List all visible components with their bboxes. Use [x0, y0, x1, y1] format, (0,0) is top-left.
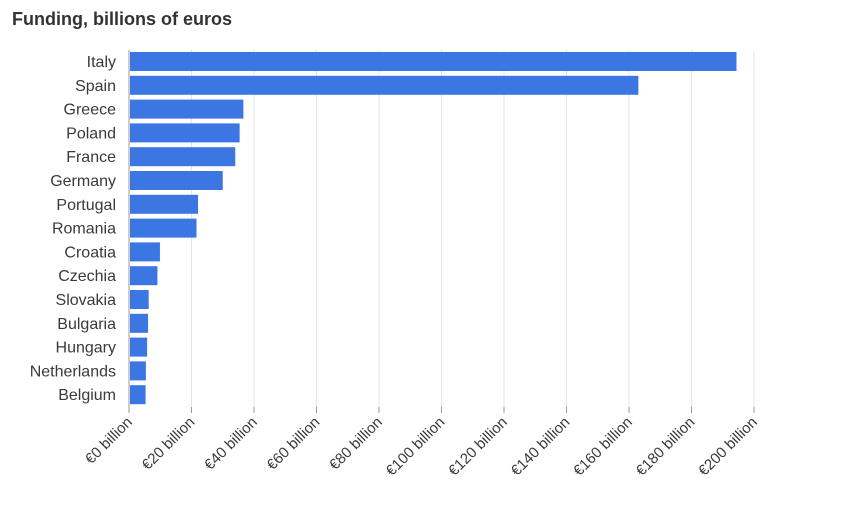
bar [130, 266, 158, 286]
x-tick-label: €160 billion [570, 414, 636, 480]
category-label: Croatia [64, 244, 116, 261]
category-label: Netherlands [30, 363, 116, 380]
bar [130, 218, 197, 238]
category-labels: Italy Spain Greece Poland France Germany Portu… [30, 54, 116, 404]
bar [130, 123, 240, 143]
x-tick-label: €80 billion [326, 414, 386, 474]
x-tick-label: €100 billion [383, 414, 449, 480]
x-tick-label: €20 billion [139, 414, 199, 474]
category-label: Italy [87, 54, 116, 71]
bar [130, 242, 160, 262]
category-label: Czechia [58, 268, 116, 285]
category-label: Bulgaria [57, 316, 116, 333]
category-label: Belgium [58, 387, 116, 404]
category-label: Spain [75, 78, 116, 95]
category-label: Greece [64, 102, 117, 119]
bar [130, 52, 737, 71]
category-label: Hungary [56, 340, 116, 357]
x-tick-label: €180 billion [633, 414, 699, 480]
x-tick-label: €40 billion [201, 414, 261, 474]
bar [130, 99, 244, 119]
bar [130, 147, 236, 167]
bar [130, 313, 149, 333]
x-tick-label: €140 billion [508, 414, 574, 480]
bar [130, 75, 639, 95]
gridlines [191, 50, 755, 407]
x-tick-label: €200 billion [695, 414, 761, 480]
bar [130, 194, 199, 214]
category-label: Germany [50, 173, 116, 190]
bars [130, 52, 737, 405]
category-label: France [66, 149, 116, 166]
x-tick-label: €0 billion [82, 414, 136, 468]
category-label: Romania [52, 221, 116, 238]
category-label: Portugal [56, 197, 116, 214]
x-tick-label: €60 billion [264, 414, 324, 474]
bar [130, 337, 148, 357]
bar [130, 290, 149, 309]
category-label: Slovakia [56, 292, 117, 309]
bar [130, 171, 223, 190]
x-tick-label: €120 billion [445, 414, 511, 480]
category-label: Poland [66, 125, 116, 142]
bar [130, 361, 146, 381]
bar [130, 385, 146, 405]
chart-title: Funding, billions of euros [12, 9, 232, 29]
